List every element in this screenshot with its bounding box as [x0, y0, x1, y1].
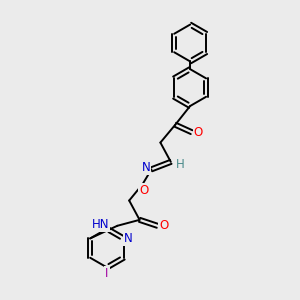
- Text: O: O: [194, 126, 203, 139]
- Text: O: O: [159, 219, 169, 232]
- Text: H: H: [176, 158, 185, 171]
- Text: N: N: [124, 232, 133, 245]
- Text: HN: HN: [92, 218, 109, 231]
- Text: O: O: [140, 184, 149, 197]
- Text: I: I: [105, 267, 109, 280]
- Text: N: N: [142, 161, 151, 174]
